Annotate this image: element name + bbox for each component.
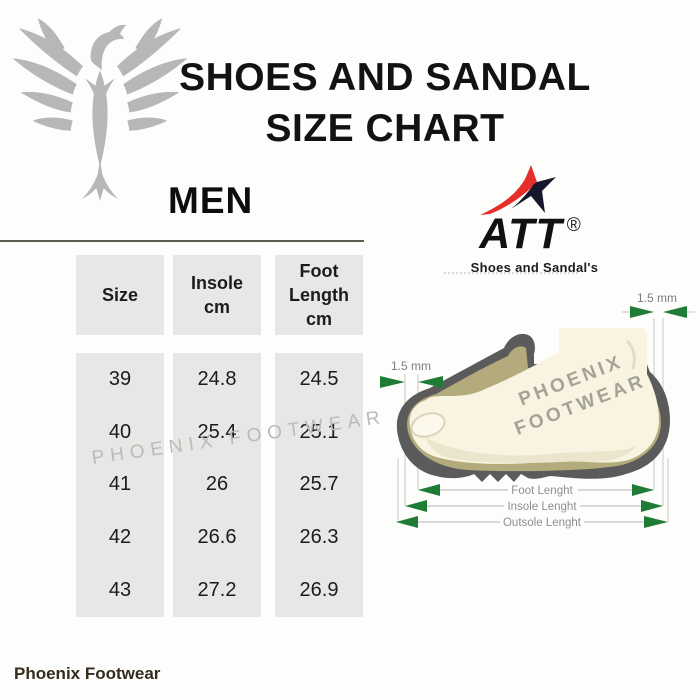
table-cell-foot-length: 24.5 [299, 367, 339, 390]
toe-gap-label: 1.5 mm [391, 359, 431, 373]
att-logo-underline [444, 272, 578, 274]
foot-length-label: Foot Lenght [511, 485, 573, 497]
table-cell-foot-length: 26.3 [299, 526, 339, 549]
footer-brand-name: Phoenix Footwear [14, 664, 161, 683]
foot-shading [426, 438, 636, 463]
att-logo-text: ATT [479, 210, 563, 258]
table-cell-foot-length: 25.1 [299, 420, 339, 443]
table-column-foot-length: 24.5 25.1 25.7 26.3 26.9 [275, 353, 363, 617]
table-header-size: Size [76, 255, 164, 335]
table-cell-size: 43 [108, 579, 132, 602]
table-cell-insole: 25.4 [197, 420, 237, 443]
table-header-insole-cm: Insole cm [173, 255, 261, 335]
insole-length-label: Insole Lenght [507, 501, 577, 513]
heel-gap-arrows-icon [622, 306, 695, 318]
dimension-outsole-length: Outsole Lenght [396, 516, 668, 529]
page-title: SHOES AND SANDAL SIZE CHART [150, 52, 620, 154]
star-swoosh-icon [480, 165, 556, 215]
heel-gap-label: 1.5 mm [637, 291, 677, 305]
title-line-2: SIZE CHART [265, 107, 505, 150]
phoenix-bird-icon [12, 18, 188, 201]
table-cell-size: 39 [108, 367, 132, 390]
shoe-measurement-diagram: PHOENIX FOOTWEAR 1.5 mm 1.5 mm [380, 291, 695, 529]
big-toe-shape [410, 412, 446, 438]
table-column-size: 39 40 41 42 43 [76, 353, 164, 617]
outsole-length-label: Outsole Lenght [503, 517, 582, 529]
table-cell-insole: 26.6 [197, 526, 237, 549]
table-cell-size: 42 [108, 526, 132, 549]
table-cell-foot-length: 25.7 [299, 473, 339, 496]
table-header-foot-length-cm: Foot Length cm [275, 255, 363, 335]
att-logo-tagline: Shoes and Sandal's [470, 260, 599, 275]
toe-gap-arrows-icon [380, 376, 443, 388]
table-cell-insole: 26 [205, 473, 229, 496]
section-heading-men: MEN [168, 180, 254, 221]
dimension-foot-length: Foot Lenght [418, 484, 654, 497]
table-cell-insole: 27.2 [197, 579, 237, 602]
table-cell-size: 41 [108, 473, 132, 496]
table-cell-size: 40 [108, 420, 132, 443]
att-logo-wordmark: ATT ® [443, 210, 618, 259]
section-divider [0, 240, 364, 242]
table-cell-foot-length: 26.9 [299, 579, 339, 602]
table-column-insole: 24.8 25.4 26 26.6 27.2 [173, 353, 261, 617]
ankle-crease [626, 340, 636, 370]
registered-trademark-symbol: ® [566, 215, 582, 236]
table-cell-insole: 24.8 [197, 367, 237, 390]
title-line-1: SHOES AND SANDAL [179, 56, 591, 99]
dimension-insole-length: Insole Lenght [405, 500, 663, 513]
foot-shape [409, 328, 659, 464]
